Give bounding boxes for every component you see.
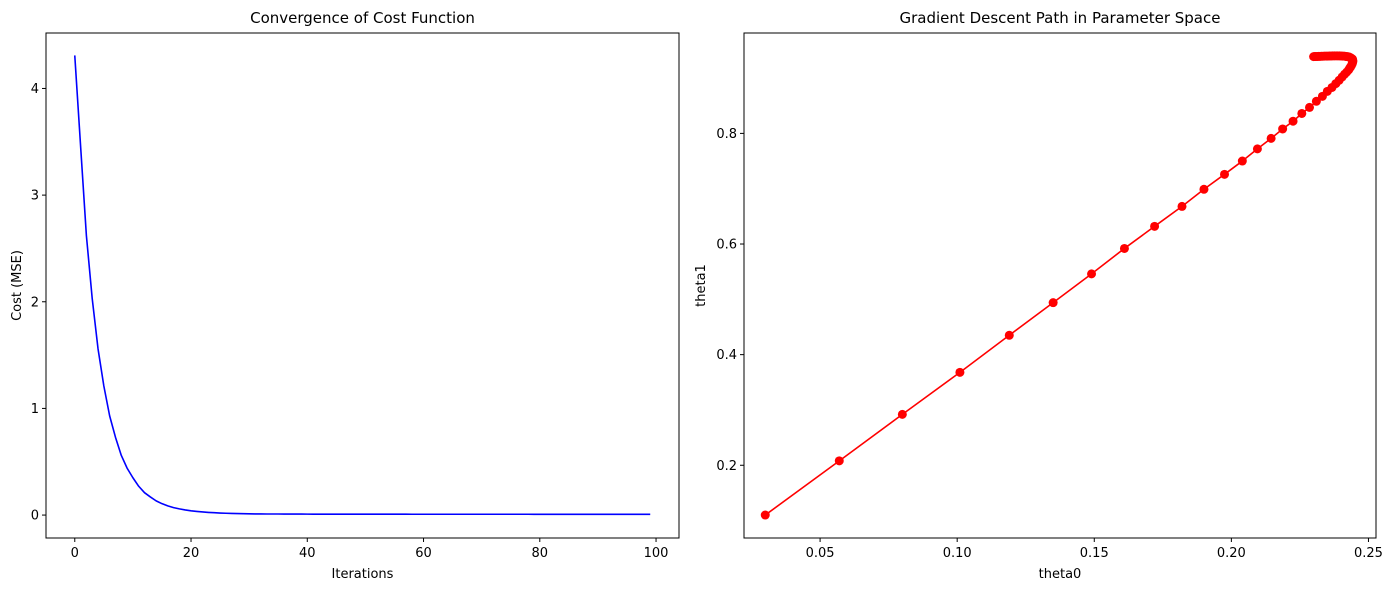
path-y-axis-label: theta1: [694, 264, 709, 307]
path-x-ticks: 0.05 0.10 0.15 0.20 0.25: [806, 538, 1383, 561]
cost-x-tick-label: 80: [532, 546, 549, 561]
path-y-tick-label: 0.8: [716, 127, 737, 142]
path-data-point: [1199, 184, 1209, 194]
cost-x-axis-label: Iterations: [332, 567, 394, 582]
path-data-point: [897, 409, 907, 419]
cost-y-tick-label: 4: [31, 82, 39, 97]
cost-y-tick-label: 2: [31, 295, 39, 310]
path-data-point: [1266, 133, 1276, 143]
path-plot-content: [760, 51, 1358, 520]
path-x-tick-label: 0.15: [1080, 546, 1109, 561]
path-y-ticks: 0.2 0.4 0.6 0.8: [716, 127, 744, 474]
cost-x-tick-label: 60: [415, 546, 432, 561]
path-x-tick-label: 0.10: [943, 546, 972, 561]
path-data-point: [1220, 169, 1230, 179]
parameter-path-chart: Gradient Descent Path in Parameter Space…: [694, 9, 1383, 582]
path-series-line: [764, 55, 1354, 516]
path-data-point: [1305, 102, 1315, 112]
path-y-tick-label: 0.6: [716, 238, 737, 253]
cost-y-tick-label: 0: [31, 509, 39, 524]
cost-x-tick-label: 0: [71, 546, 79, 561]
path-chart-title: Gradient Descent Path in Parameter Space: [900, 9, 1221, 27]
path-data-point: [1278, 124, 1288, 134]
path-data-point: [1177, 201, 1187, 211]
path-data-point: [1150, 221, 1160, 231]
path-data-point: [1119, 243, 1129, 253]
cost-x-tick-label: 40: [299, 546, 316, 561]
path-data-point: [1288, 116, 1298, 126]
cost-y-tick-label: 1: [31, 402, 39, 417]
path-data-point: [1048, 298, 1058, 308]
cost-x-ticks: 0 20 40 60 80 100: [71, 538, 669, 561]
path-x-tick-label: 0.20: [1217, 546, 1246, 561]
cost-series-line: [73, 55, 651, 516]
cost-y-axis-label: Cost (MSE): [10, 250, 25, 321]
path-data-point: [834, 456, 844, 466]
path-data-point: [1309, 52, 1319, 62]
cost-x-tick-label: 20: [183, 546, 200, 561]
cost-y-ticks: 0 1 2 3 4: [31, 82, 46, 524]
cost-plot-frame: [45, 32, 680, 539]
path-data-point: [1087, 269, 1097, 279]
path-x-tick-label: 0.25: [1354, 546, 1383, 561]
path-data-point: [1311, 96, 1321, 106]
path-data-point: [1252, 144, 1262, 154]
path-x-tick-label: 0.05: [806, 546, 835, 561]
path-data-point: [760, 510, 770, 520]
path-data-point: [1237, 156, 1247, 166]
path-data-point: [1004, 330, 1014, 340]
path-data-point: [1297, 108, 1307, 118]
path-data-point: [955, 367, 965, 377]
cost-chart-title: Convergence of Cost Function: [250, 9, 475, 27]
path-x-axis-label: theta0: [1039, 567, 1082, 582]
path-y-tick-label: 0.4: [716, 348, 737, 363]
cost-y-tick-label: 3: [31, 189, 39, 204]
path-y-tick-label: 0.2: [716, 459, 737, 474]
cost-plot-content: [73, 55, 651, 516]
cost-convergence-chart: Convergence of Cost Function 0 20 40 60 80 10…: [10, 9, 680, 582]
cost-x-tick-label: 100: [644, 546, 669, 561]
path-plot-frame: [743, 32, 1377, 539]
